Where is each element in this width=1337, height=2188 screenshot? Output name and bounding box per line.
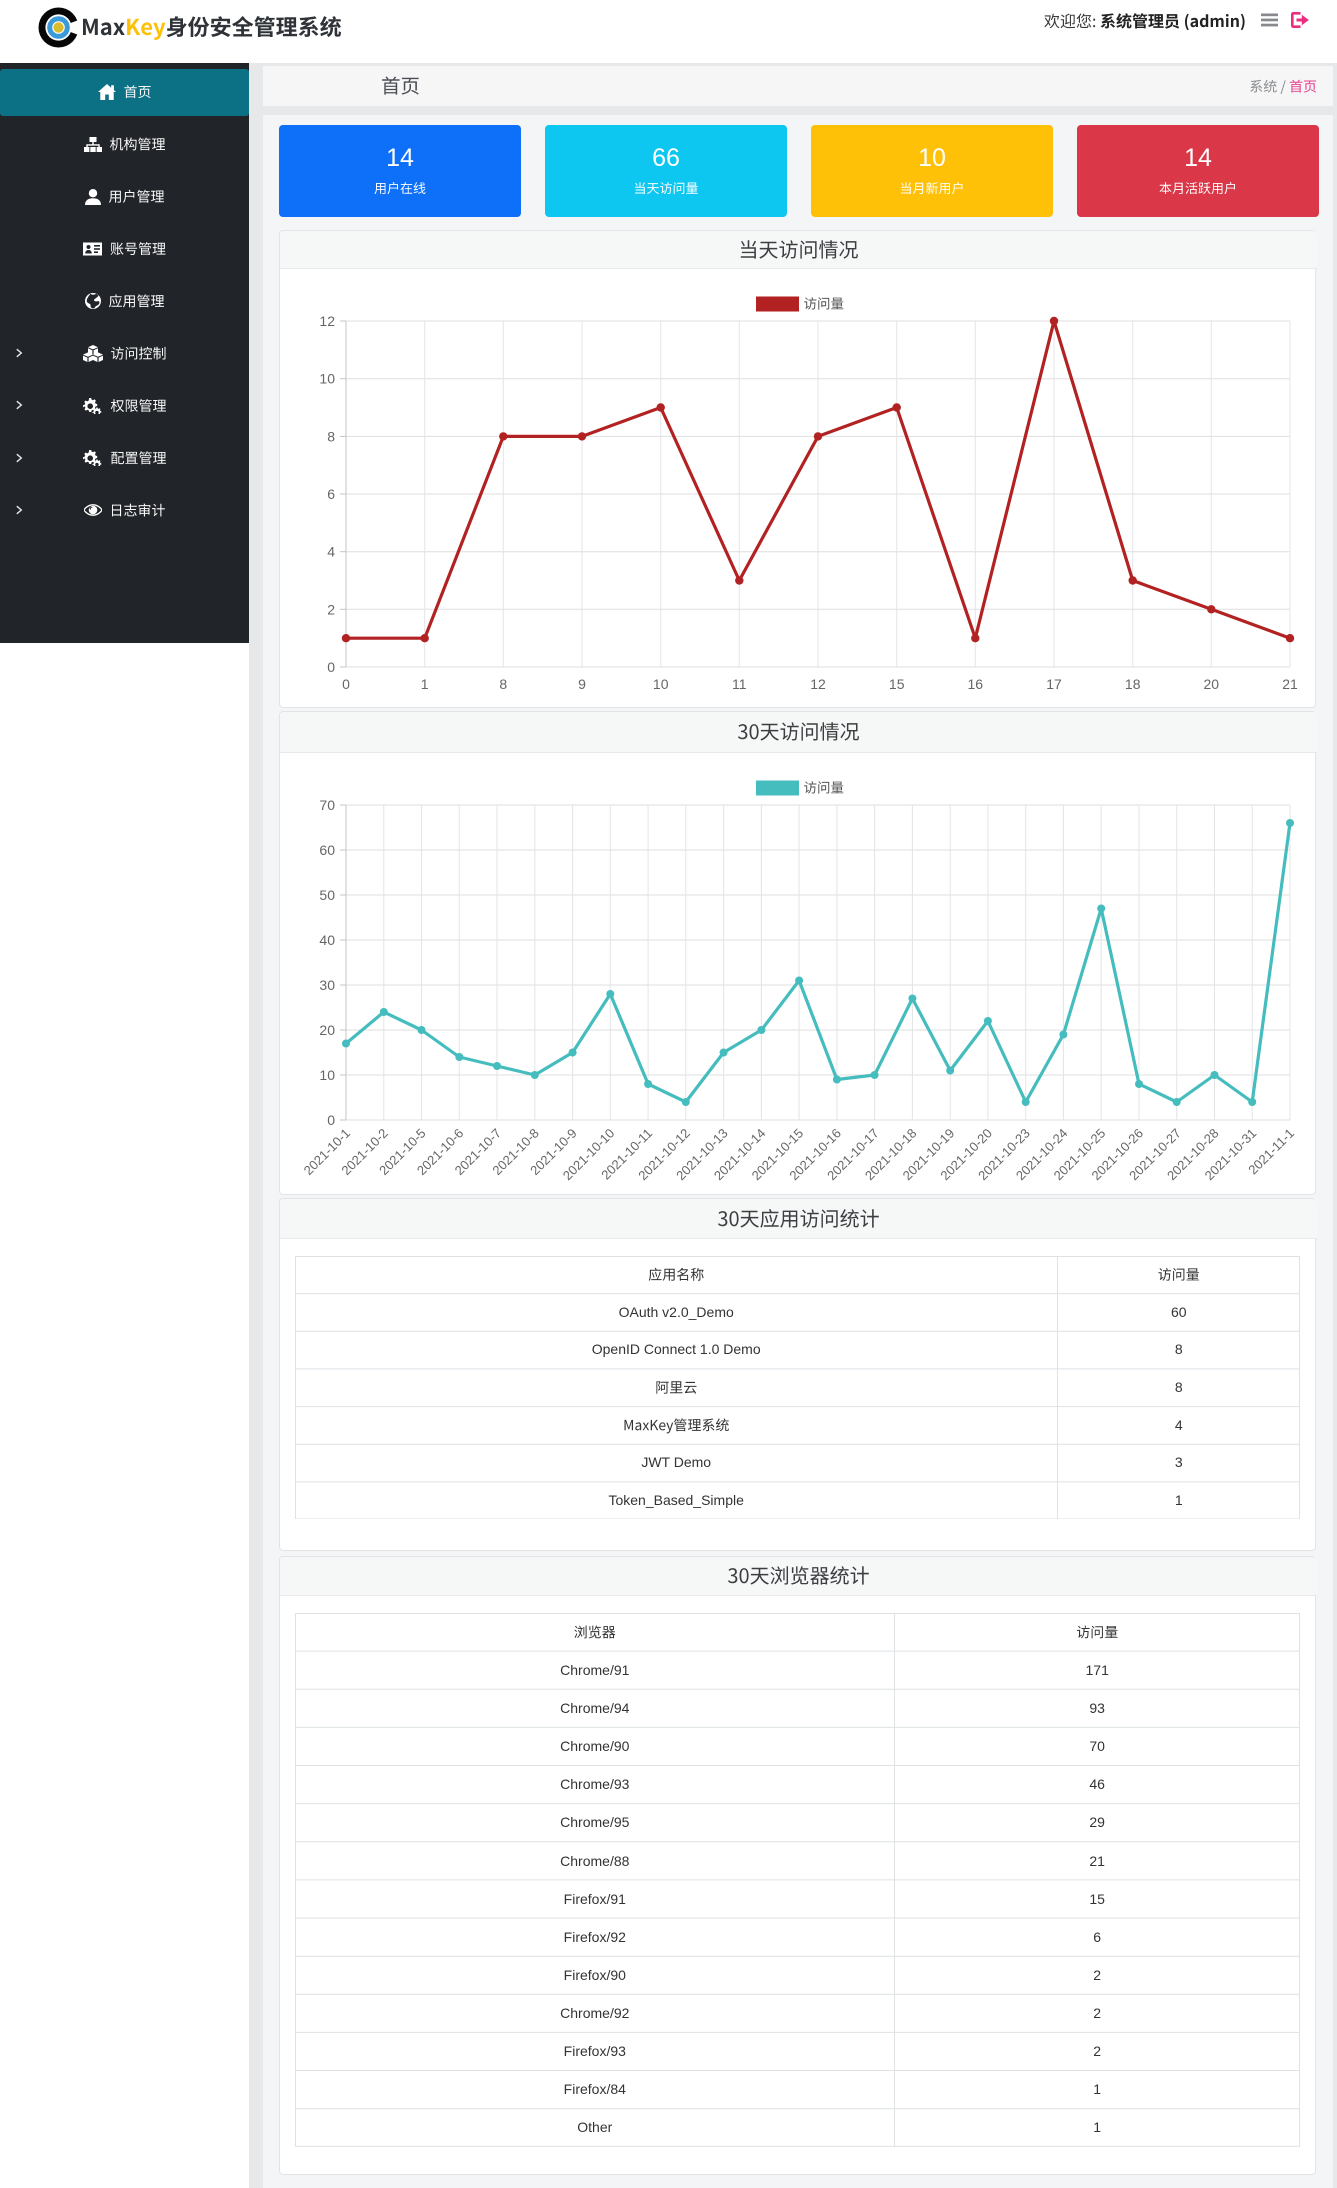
svg-text:4: 4 <box>327 544 335 560</box>
svg-text:0: 0 <box>342 676 350 692</box>
svg-text:11: 11 <box>732 676 747 692</box>
svg-text:20: 20 <box>319 1022 335 1038</box>
svg-text:0: 0 <box>327 1112 335 1128</box>
svg-text:6: 6 <box>327 486 335 502</box>
svg-text:70: 70 <box>319 797 335 813</box>
svg-text:16: 16 <box>968 676 984 692</box>
svg-text:40: 40 <box>319 932 335 948</box>
svg-text:50: 50 <box>319 887 335 903</box>
svg-text:2: 2 <box>327 601 335 617</box>
svg-text:60: 60 <box>319 842 335 858</box>
svg-text:17: 17 <box>1046 676 1062 692</box>
svg-text:10: 10 <box>653 676 669 692</box>
svg-text:9: 9 <box>578 676 586 692</box>
svg-text:15: 15 <box>889 676 905 692</box>
svg-text:30: 30 <box>319 977 335 993</box>
svg-text:8: 8 <box>327 428 335 444</box>
svg-text:21: 21 <box>1282 676 1298 692</box>
svg-text:0: 0 <box>327 659 335 675</box>
svg-text:1: 1 <box>421 676 429 692</box>
svg-text:8: 8 <box>499 676 507 692</box>
svg-text:12: 12 <box>810 676 826 692</box>
svg-text:20: 20 <box>1204 676 1220 692</box>
svg-text:10: 10 <box>319 371 335 387</box>
svg-text:18: 18 <box>1125 676 1141 692</box>
svg-text:10: 10 <box>319 1067 335 1083</box>
svg-text:12: 12 <box>319 313 335 329</box>
